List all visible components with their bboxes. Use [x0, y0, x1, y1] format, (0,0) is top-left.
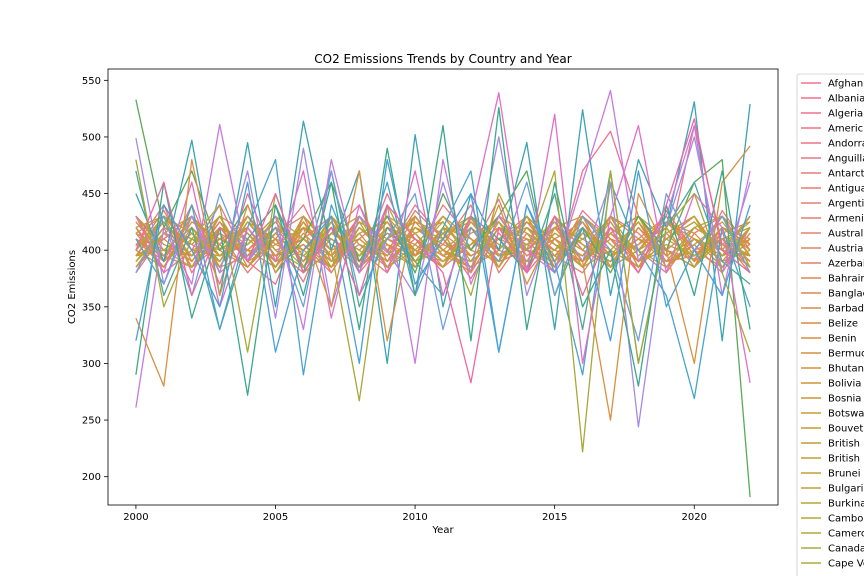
legend-entry-label: Camerc [828, 529, 864, 540]
y-tick-label: 200 [82, 472, 101, 483]
series-line-30 [135, 215, 751, 268]
legend-entry-label: Benin [828, 334, 856, 345]
y-tick-label: 350 [82, 302, 101, 313]
legend-entry-label: Armenia [828, 214, 864, 225]
series-line-40 [135, 92, 751, 383]
legend-entry-label: Bouvet [828, 424, 863, 435]
legend-entry-label: Banglac [828, 289, 864, 300]
legend-entry-label: Cape Ve [828, 559, 864, 570]
y-tick-label: 400 [82, 246, 101, 257]
y-axis: 200 250 300 350 400 450 500 550 [82, 76, 108, 483]
series-layer [135, 89, 751, 498]
legend-entry-label: Argentin [828, 199, 864, 210]
legend-entry-label: Anguilla [828, 154, 864, 165]
legend-entry-label: Afghani [828, 79, 864, 90]
series-line-35 [135, 101, 751, 365]
legend-entry-label: Bahrain [828, 274, 864, 285]
legend-entry-label: Belize [828, 319, 858, 330]
series-line-43 [135, 106, 751, 396]
legend-entry-label: Canada [828, 544, 864, 555]
x-tick-label: 2000 [123, 512, 148, 523]
legend-entry-label: Australi [828, 229, 864, 240]
y-tick-label: 500 [82, 132, 101, 143]
legend-entry-label: Azerbai [828, 259, 864, 270]
legend-frame [796, 73, 864, 576]
legend-entry-label: British [828, 439, 860, 450]
y-tick-label: 450 [82, 189, 101, 200]
y-tick-label: 300 [82, 359, 101, 370]
series-line-45 [135, 158, 751, 365]
series-line-41 [135, 159, 751, 453]
y-tick-label: 250 [82, 416, 101, 427]
series-line-31 [135, 215, 751, 268]
plot-area-frame [107, 68, 779, 506]
series-line-37 [135, 170, 751, 342]
series-line-39 [135, 89, 751, 408]
chart-title: CO2 Emissions Trends by Country and Year [314, 52, 572, 66]
y-tick-label: 550 [82, 76, 101, 87]
legend-entry-label: Cambo [828, 514, 863, 525]
series-line-44 [135, 118, 751, 384]
x-axis: 2000 2005 2010 2015 2020 [123, 505, 707, 523]
legend-entry-label: Antigua [828, 184, 864, 195]
x-axis-label: Year [431, 525, 454, 536]
y-axis-label: CO2 Emissions [67, 250, 78, 324]
series-line-38 [135, 136, 751, 428]
legend-entry-label: Algeria [828, 109, 863, 120]
legend-entry-label: Botswa [828, 409, 864, 420]
legend-entry-label: Barbad [828, 304, 864, 315]
series-line-33 [135, 99, 751, 498]
series-line-42 [135, 145, 751, 421]
legend-entry-label: Burkina [828, 499, 864, 510]
legend-entry-label: Americ [828, 124, 863, 135]
legend-entry-label: Brunei [828, 469, 861, 480]
legend-entry-label: Bhutan [828, 364, 864, 375]
legend-entry-label: British [828, 454, 860, 465]
legend-entry-label: Albania [828, 94, 864, 105]
series-line-26 [135, 215, 751, 268]
legend-entry-label: Antarct [828, 169, 864, 180]
x-tick-label: 2015 [542, 512, 567, 523]
legend-entry-label: Bulgari [828, 484, 863, 495]
legend-entry-label: Bolivia [828, 379, 861, 390]
legend-entry-label: Austria [828, 244, 863, 255]
legend-entry-label: Bermuc [828, 349, 864, 360]
x-tick-label: 2005 [263, 512, 288, 523]
legend-entry-label: Andorra [828, 139, 864, 150]
x-tick-label: 2020 [682, 512, 707, 523]
legend-entry-label: Bosnia [828, 394, 861, 405]
legend-items: Afghani Albania Algeria Americ Andorra Anguil… [801, 79, 864, 570]
legend: Afghani Albania Algeria Americ Andorra Anguil… [796, 73, 864, 576]
x-tick-label: 2010 [402, 512, 427, 523]
